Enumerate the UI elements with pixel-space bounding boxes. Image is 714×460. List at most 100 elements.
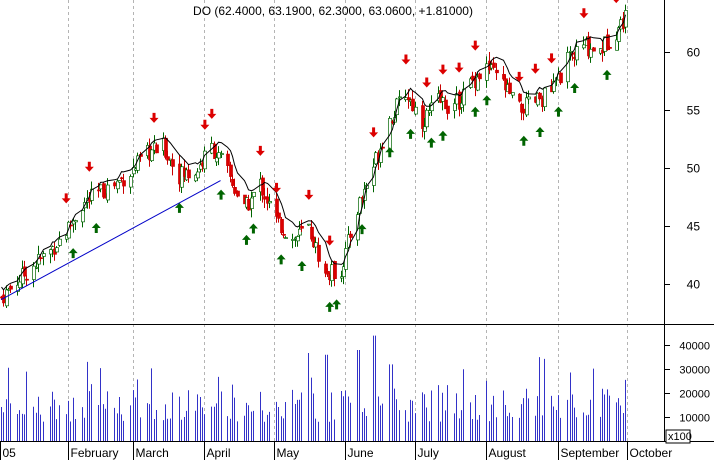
candle-body bbox=[395, 98, 399, 116]
candle-body bbox=[538, 92, 542, 100]
sell-arrow-icon bbox=[325, 235, 335, 246]
candle-body bbox=[263, 196, 267, 200]
buy-arrow-icon bbox=[248, 223, 258, 234]
candle-body bbox=[226, 153, 230, 166]
candle-body bbox=[307, 223, 311, 226]
candle-body bbox=[606, 34, 610, 51]
candle-body bbox=[575, 46, 579, 61]
sell-arrow-icon bbox=[304, 189, 314, 200]
sell-arrow-icon bbox=[61, 193, 71, 204]
price-tick-label: 60 bbox=[687, 46, 701, 60]
buy-arrow-icon bbox=[357, 224, 367, 235]
candle-body bbox=[171, 159, 175, 167]
month-tick-label: October bbox=[630, 446, 673, 460]
candle-body bbox=[300, 226, 304, 229]
candle-body bbox=[511, 92, 515, 96]
sell-arrow-icon bbox=[149, 112, 159, 123]
candle-body bbox=[492, 62, 496, 68]
month-tick-label: September bbox=[561, 446, 620, 460]
volume-tick-label: 20000 bbox=[679, 389, 710, 401]
candle-body bbox=[404, 97, 408, 100]
candle-body bbox=[455, 94, 459, 105]
candle-body bbox=[282, 234, 286, 236]
candle-body bbox=[284, 237, 288, 239]
candle-body bbox=[398, 96, 402, 99]
candle-body bbox=[67, 221, 71, 239]
buy-arrow-icon bbox=[406, 128, 416, 139]
candle-body bbox=[333, 261, 337, 280]
sell-arrow-icon bbox=[470, 40, 480, 51]
candle-body bbox=[203, 150, 207, 170]
buy-arrow-icon bbox=[602, 69, 612, 80]
sell-arrow-icon bbox=[613, 0, 620, 4]
candle-body bbox=[476, 76, 480, 91]
candle-body bbox=[374, 152, 378, 165]
month-tick-label: July bbox=[418, 446, 439, 460]
candle-body bbox=[446, 105, 450, 114]
candle-body bbox=[252, 191, 256, 197]
candle-body bbox=[268, 201, 272, 204]
volume-tick-label: 30000 bbox=[679, 365, 710, 377]
candle-body bbox=[423, 126, 427, 132]
candle-body bbox=[217, 152, 221, 159]
buy-arrow-icon bbox=[535, 126, 545, 137]
candle-body bbox=[113, 182, 117, 187]
month-tick-label: February bbox=[71, 446, 119, 460]
candle-body bbox=[39, 257, 43, 260]
candle-body bbox=[411, 98, 415, 112]
candle-body bbox=[187, 169, 191, 179]
price-tick-label: 40 bbox=[687, 278, 701, 292]
volume-multiplier-label: x100 bbox=[668, 431, 692, 443]
month-tick-label: June bbox=[348, 446, 374, 460]
price-tick-label: 50 bbox=[687, 162, 701, 176]
candle-body bbox=[582, 44, 586, 49]
buy-arrow-icon bbox=[276, 254, 286, 265]
buy-arrow-icon bbox=[332, 299, 342, 310]
candle-body bbox=[566, 51, 570, 83]
buy-arrow-icon bbox=[470, 106, 480, 117]
candle-body bbox=[277, 212, 281, 219]
candle-body bbox=[166, 156, 170, 161]
buy-arrow-icon bbox=[553, 106, 563, 117]
candle-body bbox=[525, 97, 529, 116]
candle-body bbox=[330, 264, 334, 282]
candle-body bbox=[421, 105, 425, 129]
sell-arrow-icon bbox=[84, 161, 94, 172]
sell-arrow-icon bbox=[207, 108, 217, 119]
candle-body bbox=[220, 153, 224, 155]
candle-body bbox=[55, 247, 59, 253]
buy-arrow-icon bbox=[68, 248, 78, 259]
sell-arrow-icon bbox=[579, 8, 589, 19]
candle-body bbox=[495, 69, 499, 74]
candle-body bbox=[196, 171, 200, 179]
buy-arrow-icon bbox=[216, 189, 226, 200]
sell-arrow-icon bbox=[514, 71, 524, 82]
candle-body bbox=[617, 27, 621, 42]
candle-body bbox=[180, 166, 184, 188]
candle-body bbox=[150, 149, 154, 162]
candle-body bbox=[18, 281, 22, 288]
candle-body bbox=[229, 164, 233, 177]
candle-body bbox=[99, 184, 103, 190]
signal-arrows bbox=[61, 0, 620, 312]
candle-body bbox=[74, 220, 78, 223]
buy-arrow-icon bbox=[174, 202, 184, 213]
month-tick-label: August bbox=[489, 446, 527, 460]
volume-axis-ticks: 10000 20000 30000 40000 bbox=[664, 341, 710, 425]
trendline bbox=[0, 180, 221, 301]
buy-arrow-icon bbox=[241, 234, 251, 245]
candle-body bbox=[298, 228, 302, 236]
candle-body bbox=[42, 253, 46, 257]
volume-tick-label: 40000 bbox=[679, 341, 710, 353]
volume-tick-label: 10000 bbox=[679, 413, 710, 425]
buy-arrow-icon bbox=[297, 261, 307, 272]
month-tick-label: May bbox=[277, 446, 300, 460]
candle-body bbox=[485, 63, 489, 81]
buy-arrow-icon bbox=[385, 147, 395, 158]
candle-body bbox=[314, 242, 318, 248]
chart-title: DO (62.4000, 63.1900, 62.3000, 63.0600, … bbox=[193, 4, 473, 18]
candle-body bbox=[425, 109, 429, 128]
candle-body bbox=[5, 289, 9, 307]
candle-body bbox=[518, 93, 522, 102]
